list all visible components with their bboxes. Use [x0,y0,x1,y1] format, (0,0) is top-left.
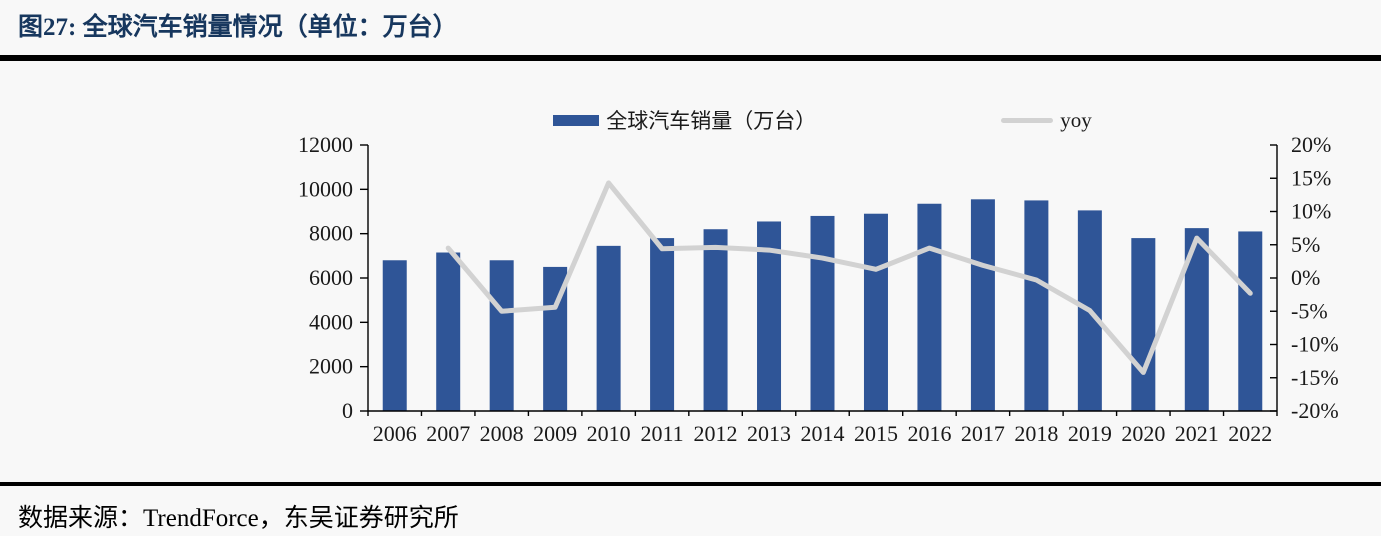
sales-bar-2020 [1131,238,1156,411]
left-axis-tick-label: 4000 [309,309,353,334]
legend-item-sales: 全球汽车销量（万台） [553,105,816,135]
right-axis-tick-label: 20% [1291,132,1331,157]
line-series-swatch-icon [1001,117,1054,123]
left-axis-tick-label: 2000 [309,354,353,379]
bottom-divider [0,482,1381,486]
sales-bar-2016 [917,203,942,411]
x-axis-label: 2011 [640,421,683,446]
right-axis-tick-label: -10% [1291,332,1339,357]
bar-series-swatch-icon [553,114,600,126]
sales-bar-2006 [382,260,407,411]
figure-title: 图27: 全球汽车销量情况（单位：万台） [18,14,458,41]
line-series-label: yoy [1060,107,1092,132]
sales-bar-2022 [1238,231,1263,411]
left-axis-tick-label: 8000 [309,221,353,246]
right-axis-tick-label: 15% [1291,165,1331,190]
chart-legend: 全球汽车销量（万台） yoy [368,105,1277,135]
sales-bar-2017 [970,199,995,411]
sales-bar-2018 [1024,200,1049,411]
right-axis-tick-label: 10% [1291,199,1331,224]
x-axis-label: 2009 [533,421,577,446]
x-axis-label: 2018 [1014,421,1058,446]
x-axis-label: 2007 [426,421,470,446]
top-divider [0,55,1381,61]
chart-area: 全球汽车销量（万台） yoy 0 2000 4000 6000 8000 10000 120… [0,61,1381,482]
x-axis-label: 2008 [480,421,524,446]
x-axis-label: 2019 [1068,421,1112,446]
sales-bar-2015 [863,213,888,411]
x-axis-label: 2014 [801,421,845,446]
legend-item-yoy: yoy [1001,108,1092,133]
yoy-line [445,180,1253,375]
right-axis-tick-label: -5% [1291,298,1328,323]
left-axis-tick-label: 12000 [298,132,353,157]
x-axis-label: 2015 [854,421,898,446]
x-axis-label: 2016 [907,421,951,446]
x-axis-label: 2022 [1228,421,1272,446]
left-axis-tick-label: 10000 [298,176,353,201]
data-source: 数据来源：TrendForce，东吴证券研究所 [18,505,459,532]
sales-bar-2011 [650,238,675,411]
sales-bar-2007 [436,252,461,411]
x-axis-label: 2020 [1121,421,1165,446]
sales-bar-2008 [489,260,514,411]
left-axis-tick-label: 0 [342,398,353,423]
sales-bar-2010 [596,245,621,411]
right-axis-tick-label: -15% [1291,365,1339,390]
left-axis-tick-label: 6000 [309,265,353,290]
x-axis-label: 2013 [747,421,791,446]
right-axis-tick-label: 0% [1291,265,1320,290]
chart-canvas: 0 2000 4000 6000 8000 10000 12000 20% 15% 10% 5% 0%… [298,132,1339,446]
sales-bar-2014 [810,215,835,411]
x-axis-label: 2017 [961,421,1005,446]
x-axis-label: 2010 [587,421,631,446]
x-axis-label: 2012 [694,421,738,446]
right-axis-tick-label: -20% [1291,398,1339,423]
x-axis-label: 2021 [1175,421,1219,446]
sales-bar-2012 [703,229,728,411]
right-axis-tick-label: 5% [1291,232,1320,257]
x-axis-label: 2006 [373,421,417,446]
bar-series-label: 全球汽车销量（万台） [606,109,817,133]
